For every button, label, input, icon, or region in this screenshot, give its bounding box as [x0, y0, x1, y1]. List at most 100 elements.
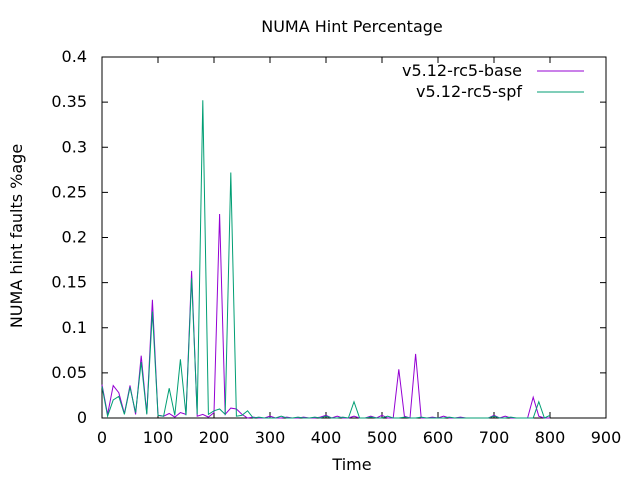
series-1-point-24 — [236, 415, 238, 417]
series-1-point-68 — [482, 417, 484, 419]
x-tick-label-8: 800 — [535, 428, 566, 447]
x-tick-label-1: 100 — [143, 428, 174, 447]
series-0-point-9 — [152, 299, 154, 301]
series-line-0 — [101, 214, 550, 419]
series-1-point-17 — [196, 414, 198, 416]
y-tick-label-6: 0.3 — [62, 137, 87, 156]
series-1-point-20 — [213, 410, 215, 412]
series-1-point-55 — [409, 417, 411, 419]
y-tick-label-5: 0.25 — [51, 182, 87, 201]
series-0-point-21 — [219, 213, 221, 215]
series-0-point-12 — [168, 413, 170, 415]
series-1-point-43 — [342, 416, 344, 418]
series-1-point-28 — [258, 416, 260, 418]
x-ticks — [101, 57, 607, 418]
series-1-point-35 — [297, 416, 299, 418]
y-tick-label-4: 0.2 — [62, 228, 87, 247]
plot-frame-group — [101, 56, 607, 419]
series-1-point-18 — [202, 100, 204, 102]
legend-label-base: v5.12-rc5-base — [402, 61, 522, 80]
series-0-point-45 — [353, 415, 355, 417]
y-tick-labels: 0 0.05 0.1 0.15 0.2 0.25 0.3 0.35 0.4 — [51, 47, 87, 427]
series-group — [101, 100, 551, 419]
series-1-point-48 — [370, 416, 372, 418]
series-1-point-62 — [448, 416, 450, 418]
y-tick-label-7: 0.35 — [51, 92, 87, 111]
series-1-point-70 — [493, 415, 495, 417]
series-1-point-59 — [432, 417, 434, 419]
series-1-point-52 — [392, 417, 394, 419]
series-1-point-15 — [185, 415, 187, 417]
series-1-point-63 — [454, 417, 456, 419]
series-1-point-67 — [476, 417, 478, 419]
series-1-point-47 — [364, 417, 366, 419]
legend: v5.12-rc5-base v5.12-rc5-spf — [402, 61, 584, 101]
series-1-point-76 — [527, 417, 529, 419]
series-1-point-74 — [516, 417, 518, 419]
series-1-point-29 — [264, 417, 266, 419]
series-0-point-23 — [230, 407, 232, 409]
series-0-point-18 — [202, 414, 204, 416]
series-0-point-26 — [247, 417, 249, 419]
series-1-point-38 — [314, 416, 316, 418]
series-1-point-72 — [504, 417, 506, 419]
series-1-point-77 — [532, 417, 534, 419]
y-tick-label-0: 0 — [77, 408, 87, 427]
series-1-point-7 — [140, 361, 142, 363]
series-1-point-36 — [303, 417, 305, 419]
x-tick-label-0: 0 — [97, 428, 107, 447]
x-tick-label-6: 600 — [423, 428, 454, 447]
series-line-1 — [101, 100, 551, 419]
series-1-point-73 — [510, 416, 512, 418]
series-1-point-11 — [163, 415, 165, 417]
x-tick-label-2: 200 — [199, 428, 230, 447]
series-0-point-2 — [112, 385, 114, 387]
series-0-point-19 — [208, 416, 210, 418]
series-0-point-13 — [174, 416, 176, 418]
y-tick-label-3: 0.15 — [51, 273, 87, 292]
series-1-point-13 — [174, 415, 176, 417]
series-1-point-22 — [224, 414, 226, 416]
series-1-point-49 — [376, 417, 378, 419]
series-1-point-79 — [544, 417, 546, 419]
series-0-point-3 — [118, 392, 120, 394]
series-1-point-25 — [241, 415, 243, 417]
series-1-point-44 — [348, 417, 350, 419]
legend-label-spf: v5.12-rc5-spf — [416, 82, 522, 101]
x-tick-labels: 0 100 200 300 400 500 600 700 800 900 — [97, 428, 621, 447]
x-tick-label-3: 300 — [255, 428, 286, 447]
x-tick-label-9: 900 — [591, 428, 622, 447]
y-tick-label-8: 0.4 — [62, 47, 87, 66]
series-1-point-26 — [247, 410, 249, 412]
series-1-point-9 — [152, 311, 154, 313]
series-1-point-37 — [308, 417, 310, 419]
series-1-point-46 — [359, 417, 361, 419]
series-1-point-3 — [118, 396, 120, 398]
series-1-point-75 — [521, 417, 523, 419]
series-1-point-45 — [353, 401, 355, 403]
series-1-point-19 — [208, 414, 210, 416]
series-1-point-30 — [269, 417, 271, 419]
series-0-point-56 — [415, 353, 417, 355]
x-tick-label-7: 700 — [479, 428, 510, 447]
series-1-point-4 — [124, 414, 126, 416]
series-0-point-61 — [443, 415, 445, 417]
series-1-point-1 — [107, 415, 109, 417]
series-1-point-64 — [460, 417, 462, 419]
series-0-point-7 — [140, 355, 142, 357]
series-1-point-27 — [252, 417, 254, 419]
series-0-point-5 — [129, 385, 131, 387]
series-1-point-60 — [437, 417, 439, 419]
series-0-point-72 — [504, 415, 506, 417]
series-1-point-2 — [112, 399, 114, 401]
series-1-point-14 — [180, 359, 182, 361]
series-1-point-10 — [157, 415, 159, 417]
series-1-point-61 — [443, 417, 445, 419]
y-axis-label: NUMA hint faults %age — [7, 144, 26, 328]
series-1-point-65 — [465, 417, 467, 419]
y-tick-label-2: 0.1 — [62, 318, 87, 337]
series-1-point-58 — [426, 417, 428, 419]
x-tick-label-4: 400 — [311, 428, 342, 447]
series-1-point-56 — [415, 417, 417, 419]
